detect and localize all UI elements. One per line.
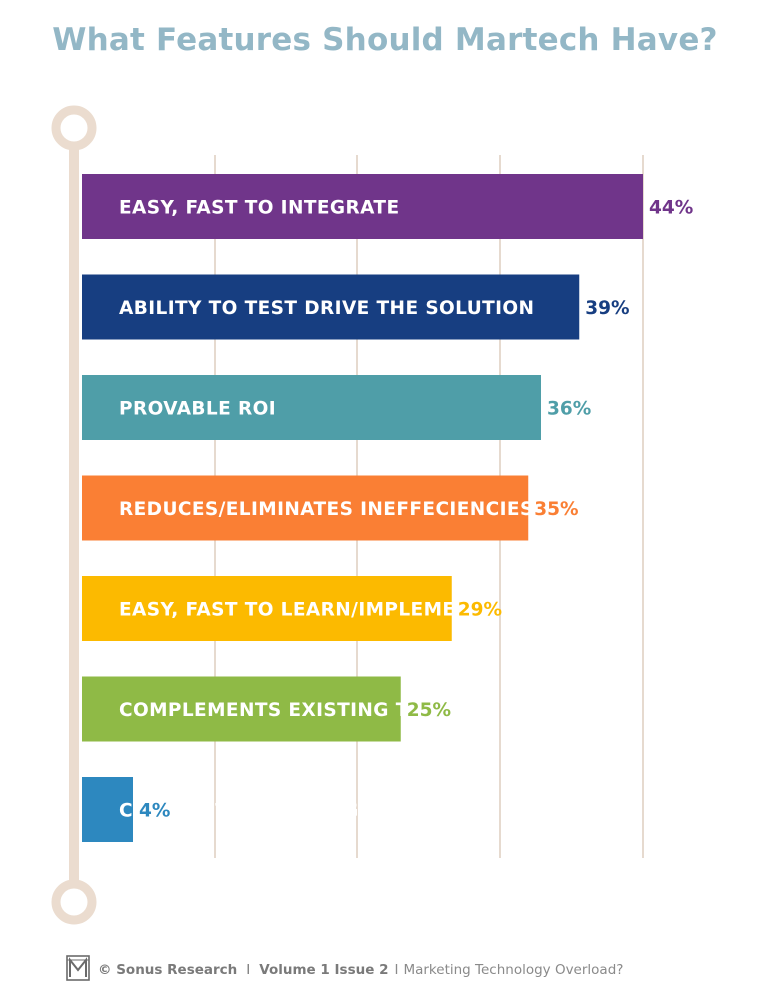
bar-7 — [82, 777, 133, 842]
footer-volume: Volume 1 Issue 2 — [259, 962, 389, 978]
footer-subtitle: Marketing Technology Overload? — [403, 962, 624, 978]
footer-separator: I — [246, 962, 251, 978]
value-label-5: 29% — [458, 600, 502, 621]
value-label-4: 35% — [534, 499, 578, 520]
sonus-m-logo-icon — [66, 955, 90, 985]
bar-1 — [82, 174, 643, 239]
timeline-decoration — [51, 105, 97, 925]
chart-title: What Features Should Martech Have? — [52, 22, 718, 58]
bar-label-4: REDUCES/ELIMINATES INEFFECIENCIES — [119, 499, 534, 520]
value-label-6: 25% — [407, 700, 451, 721]
bar-5 — [82, 576, 452, 641]
footer-copyright: © Sonus Research — [98, 962, 238, 978]
footer-separator-2: I — [394, 962, 399, 978]
value-label-1: 44% — [649, 198, 693, 219]
bar-label-1: EASY, FAST TO INTEGRATE — [119, 198, 399, 219]
bar-2 — [82, 274, 580, 340]
bar-label-2: ABILITY TO TEST DRIVE THE SOLUTION — [119, 298, 534, 319]
bar-label-7: COMPETITIVE PRICING — [119, 801, 359, 822]
bar-6 — [82, 676, 401, 742]
value-label-7: 4% — [139, 801, 170, 822]
timeline-bottom-ring — [51, 879, 97, 925]
value-label-3: 36% — [547, 399, 591, 420]
bar-3 — [82, 375, 541, 440]
bars: EASY, FAST TO INTEGRATE 44% ABILITY TO TES… — [82, 174, 693, 842]
bar-label-3: PROVABLE ROI — [119, 399, 276, 420]
bar-label-5: EASY, FAST TO LEARN/IMPLEMENT — [119, 600, 484, 621]
bar-label-6: COMPLEMENTS EXISTING TECH — [119, 700, 452, 721]
timeline-top-ring — [51, 105, 97, 151]
footer: © Sonus Research I Volume 1 Issue 2 I Ma… — [66, 955, 623, 985]
bar-4 — [82, 475, 529, 541]
value-label-2: 39% — [585, 298, 629, 319]
